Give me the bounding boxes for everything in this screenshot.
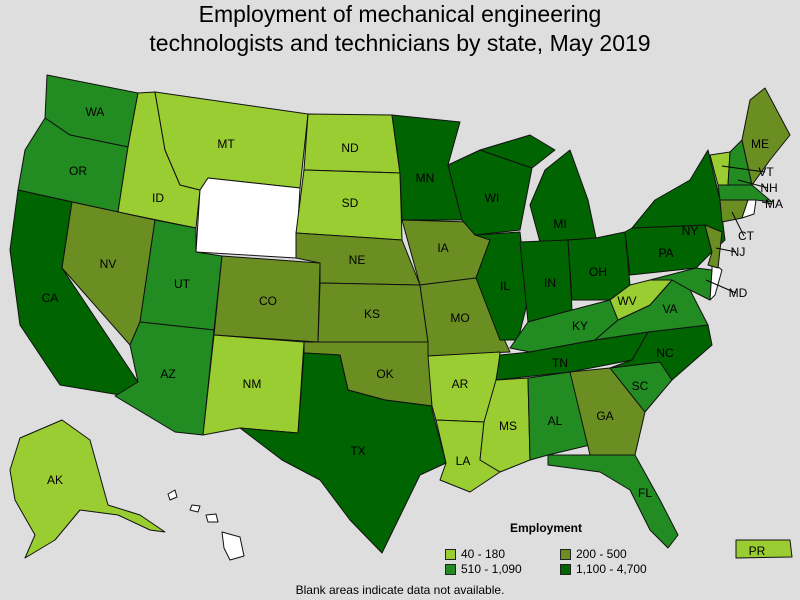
state-label-co: CO [259,294,277,308]
state-label-ga: GA [596,409,613,423]
state-label-ok: OK [376,367,393,381]
leader-lines [705,165,773,294]
state-label-ms: MS [499,419,517,433]
state-label-wi: WI [485,191,500,205]
state-label-oh: OH [589,265,607,279]
state-label-il: IL [500,279,510,293]
map-title: Employment of mechanical engineering tec… [0,0,800,58]
state-label-tx: TX [350,444,365,458]
state-pr[interactable] [735,539,793,559]
state-ak[interactable] [9,419,166,559]
state-wy[interactable] [195,177,301,259]
legend-title: Employment [510,521,583,535]
state-label-md: MD [729,286,748,300]
state-label-pa: PA [658,246,673,260]
state-label-ak: AK [47,473,63,487]
state-label-wv: WV [617,294,636,308]
legend-swatch [560,563,571,575]
state-label-sc: SC [632,379,649,393]
legend-label: 510 - 1,090 [461,562,522,576]
legend-label: 40 - 180 [461,547,506,561]
state-label-ny: NY [682,224,699,238]
state-label-ar: AR [452,377,469,391]
state-label-ct: CT [738,229,755,243]
state-label-ks: KS [364,307,380,321]
legend-item-c3: 510 - 1,090 [445,562,522,576]
state-label-va: VA [662,302,677,316]
state-label-ky: KY [572,319,588,333]
legend-swatch [445,548,456,560]
state-label-fl: FL [638,486,652,500]
state-label-id: ID [152,191,164,205]
state-ct[interactable] [719,199,749,223]
state-label-pr: PR [749,544,766,558]
state-label-me: ME [751,137,769,151]
state-label-az: AZ [160,367,175,381]
state-label-ut: UT [174,277,191,291]
state-nj[interactable] [704,224,723,269]
state-label-la: LA [456,454,471,468]
legend-label: 200 - 500 [576,547,627,561]
state-label-sd: SD [342,196,359,210]
legend-item-c4: 1,100 - 4,700 [560,562,647,576]
legend-item-c2: 200 - 500 [560,547,627,561]
state-label-nh: NH [760,181,777,195]
state-label-mi: MI [553,217,566,231]
state-label-nv: NV [100,257,117,271]
map-title-line1: Employment of mechanical engineering [198,1,602,27]
state-label-or: OR [69,164,87,178]
state-ga[interactable] [569,367,646,456]
state-label-nd: ND [341,141,359,155]
state-label-wa: WA [86,105,105,119]
legend-swatch [560,548,571,560]
state-label-in: IN [544,276,556,290]
state-label-ne: NE [349,253,366,267]
footnote: Blank areas indicate data not available. [295,583,505,597]
legend-item-c1: 40 - 180 [445,547,505,561]
legend-label: 1,100 - 4,700 [576,562,647,576]
state-label-nm: NM [243,377,262,391]
state-tx[interactable] [239,352,447,554]
state-hi[interactable] [167,489,245,561]
map-title-line2: technologists and technicians by state, … [149,30,651,56]
state-al[interactable] [527,371,591,461]
legend-swatch [445,563,456,575]
state-label-ia: IA [437,241,448,255]
state-label-al: AL [548,414,563,428]
state-label-nj: NJ [731,245,746,259]
state-label-mo: MO [450,311,469,325]
state-de[interactable] [709,261,723,301]
state-label-mt: MT [217,137,235,151]
state-me[interactable] [741,87,791,186]
state-label-ca: CA [42,291,59,305]
state-fl[interactable] [547,454,679,549]
state-label-ma: MA [765,197,783,211]
state-label-vt: VT [758,165,774,179]
state-label-nc: NC [656,346,674,360]
state-label-mn: MN [416,171,435,185]
state-label-tn: TN [552,356,568,370]
